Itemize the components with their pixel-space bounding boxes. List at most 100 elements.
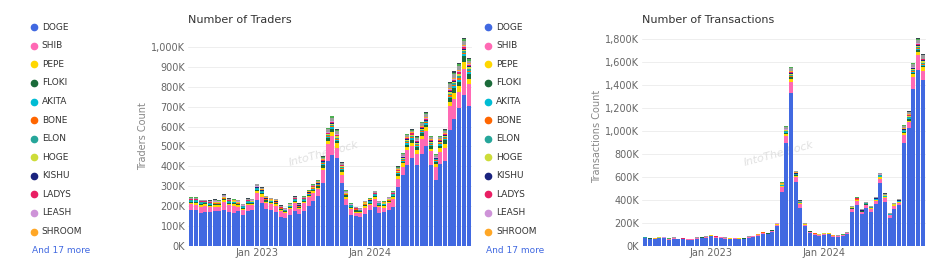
Bar [264, 209, 269, 246]
Bar [349, 203, 353, 204]
Bar [396, 170, 400, 171]
Bar [259, 188, 264, 189]
Bar [419, 154, 424, 246]
Bar [311, 189, 316, 191]
Bar [433, 154, 438, 155]
Bar [321, 164, 325, 165]
Bar [231, 204, 236, 206]
Bar [386, 200, 391, 201]
Bar [212, 201, 217, 202]
Bar [419, 133, 424, 136]
Bar [864, 204, 869, 205]
Bar [358, 212, 363, 213]
Bar [396, 174, 400, 176]
Bar [339, 163, 344, 164]
Bar [916, 43, 920, 44]
Bar [222, 200, 227, 202]
Text: Number of Traders: Number of Traders [188, 15, 291, 25]
Bar [826, 234, 831, 235]
Bar [208, 204, 212, 205]
Bar [212, 200, 217, 201]
Bar [264, 196, 269, 197]
Bar [189, 201, 194, 203]
Bar [302, 197, 306, 198]
Bar [466, 64, 471, 65]
Text: PEPE: PEPE [496, 60, 518, 69]
Bar [901, 132, 906, 133]
Bar [779, 187, 784, 192]
Bar [264, 200, 269, 202]
Bar [386, 201, 391, 202]
Bar [916, 49, 920, 50]
Bar [212, 204, 217, 205]
Bar [189, 204, 194, 210]
Bar [429, 139, 433, 140]
Bar [419, 122, 424, 123]
Bar [203, 206, 208, 212]
Bar [236, 205, 241, 207]
Text: Number of Transactions: Number of Transactions [642, 15, 775, 25]
Bar [807, 233, 812, 246]
Bar [278, 209, 283, 210]
Bar [410, 143, 415, 146]
Bar [255, 184, 259, 186]
Bar [203, 212, 208, 246]
Bar [325, 136, 330, 137]
Bar [466, 66, 471, 67]
Bar [784, 132, 789, 133]
Bar [321, 165, 325, 168]
Bar [283, 212, 288, 213]
Bar [920, 66, 925, 67]
Bar [344, 190, 349, 191]
Bar [671, 239, 676, 246]
Bar [410, 136, 415, 137]
Bar [274, 199, 278, 200]
Bar [916, 39, 920, 40]
Bar [372, 194, 377, 195]
Bar [288, 205, 292, 206]
Bar [873, 201, 878, 204]
Bar [278, 217, 283, 246]
Bar [920, 54, 925, 55]
Bar [372, 197, 377, 199]
Bar [321, 162, 325, 163]
Bar [462, 69, 466, 95]
Bar [901, 133, 906, 135]
Bar [259, 203, 264, 246]
Bar [756, 235, 760, 236]
Bar [864, 202, 869, 203]
Bar [400, 160, 405, 161]
Bar [311, 186, 316, 187]
Bar [784, 134, 789, 135]
Bar [208, 212, 212, 246]
Bar [325, 128, 330, 129]
Bar [306, 196, 311, 197]
Bar [377, 204, 382, 206]
Bar [883, 197, 887, 198]
Bar [466, 71, 471, 72]
Bar [363, 208, 368, 214]
Bar [713, 237, 718, 238]
Bar [231, 202, 236, 203]
Bar [344, 193, 349, 194]
Bar [447, 92, 452, 94]
Bar [770, 232, 775, 246]
Bar [208, 206, 212, 207]
Bar [704, 237, 709, 238]
Bar [368, 199, 372, 200]
Bar [335, 130, 339, 131]
Bar [325, 134, 330, 135]
Bar [335, 158, 339, 246]
Bar [396, 176, 400, 179]
Bar [901, 129, 906, 130]
Text: ELON: ELON [42, 134, 66, 143]
Bar [250, 204, 255, 205]
Bar [316, 184, 321, 185]
Bar [784, 130, 789, 131]
Bar [405, 134, 410, 135]
Bar [241, 209, 245, 210]
Bar [920, 81, 925, 246]
Bar [227, 212, 231, 246]
Bar [288, 207, 292, 208]
Bar [793, 175, 798, 176]
